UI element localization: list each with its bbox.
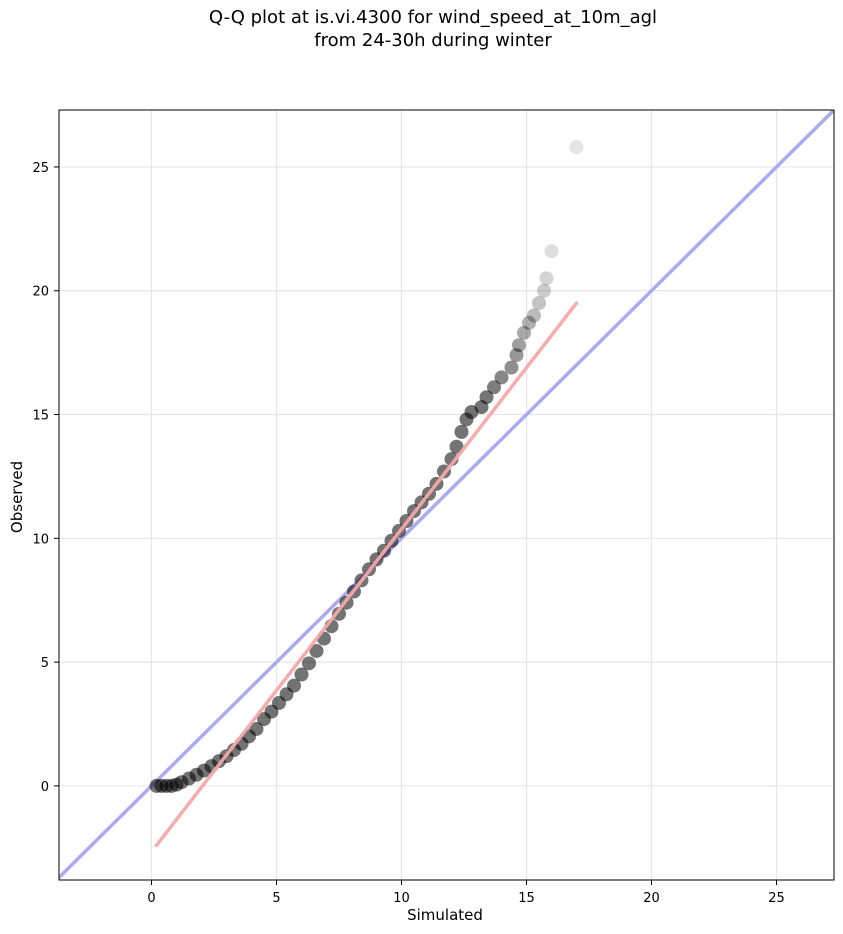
quantile-point bbox=[517, 325, 531, 340]
fit-line bbox=[154, 301, 579, 848]
quantile-point bbox=[294, 667, 309, 682]
y-tick-label: 20 bbox=[32, 285, 49, 300]
identity-reference-line bbox=[59, 110, 834, 880]
quantile-point bbox=[569, 140, 584, 155]
chart-title: Q-Q plot at is.vi.4300 for wind_speed_at… bbox=[0, 6, 843, 52]
quantile-point bbox=[509, 348, 524, 363]
chart-title-line-1: Q-Q plot at is.vi.4300 for wind_speed_at… bbox=[208, 7, 658, 28]
y-tick-label: 15 bbox=[32, 409, 49, 424]
x-tick-label: 25 bbox=[768, 891, 785, 906]
quantile-point bbox=[532, 296, 546, 311]
quantile-point bbox=[544, 244, 559, 259]
x-tick-label: 0 bbox=[147, 891, 155, 906]
x-axis-label: Simulated bbox=[407, 906, 483, 924]
quantile-point bbox=[504, 360, 519, 375]
x-tick-label: 5 bbox=[272, 891, 280, 906]
x-tick-label: 20 bbox=[643, 891, 660, 906]
y-axis-label: Observed bbox=[8, 461, 26, 533]
y-axis-ticks: 0 5 10 15 20 25 bbox=[32, 161, 59, 795]
plot-frame bbox=[58, 109, 835, 881]
x-tick-label: 10 bbox=[393, 891, 410, 906]
grid bbox=[59, 110, 834, 880]
x-axis-ticks: 0 5 10 15 20 25 bbox=[147, 880, 785, 906]
y-tick-label: 25 bbox=[32, 161, 49, 176]
quantile-point bbox=[527, 308, 541, 323]
chart-title-line-2: from 24-30h during winter bbox=[314, 30, 552, 51]
quantile-point bbox=[512, 338, 526, 353]
y-tick-label: 5 bbox=[41, 656, 49, 671]
quantile-point bbox=[522, 315, 536, 330]
quantile-point bbox=[287, 678, 301, 693]
quantile-point bbox=[494, 370, 509, 385]
quantile-point bbox=[454, 424, 469, 439]
quantile-point bbox=[539, 271, 554, 286]
x-tick-label: 15 bbox=[518, 891, 535, 906]
quantile-point bbox=[449, 439, 464, 454]
quantile-point bbox=[309, 643, 324, 658]
quantile-point bbox=[479, 390, 494, 405]
quantile-point bbox=[332, 606, 346, 621]
y-tick-label: 0 bbox=[41, 780, 49, 795]
quantile-point bbox=[537, 283, 551, 298]
quantile-point bbox=[302, 656, 316, 671]
y-tick-label: 10 bbox=[32, 532, 49, 547]
quantile-point bbox=[487, 380, 501, 395]
quantile-point bbox=[249, 721, 264, 736]
